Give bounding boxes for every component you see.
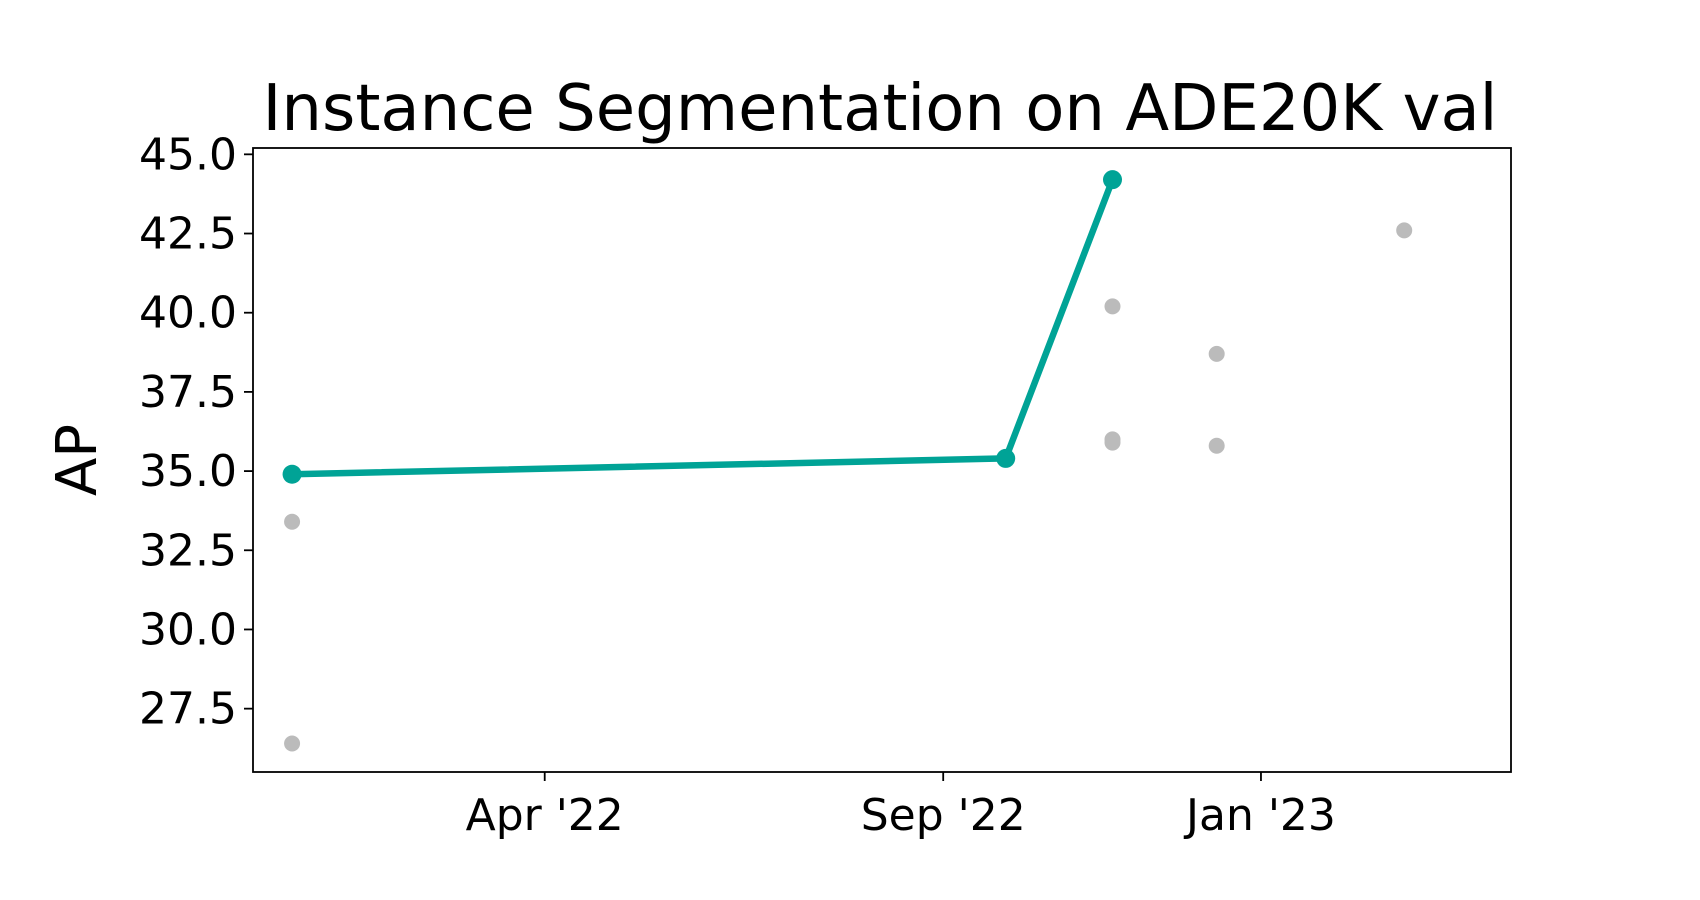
y-tick-label: 27.5	[139, 684, 237, 735]
scatter-point	[1208, 345, 1225, 362]
x-tick-label: Apr '22	[466, 790, 624, 841]
chart-title: Instance Segmentation on ADE20K val	[263, 72, 1498, 146]
x-tick-label: Jan '23	[1183, 790, 1336, 841]
y-tick-label: 30.0	[139, 604, 237, 655]
series-point	[282, 464, 302, 484]
scatter-point	[284, 735, 301, 752]
plot-frame	[252, 147, 1512, 773]
y-tick-label: 32.5	[139, 525, 237, 576]
scatter-point	[1104, 434, 1121, 451]
scatter-point	[1396, 222, 1413, 239]
series-line	[288, 176, 1116, 478]
scatter-point	[1104, 298, 1121, 315]
y-tick-label: 35.0	[139, 446, 237, 497]
scatter-point	[1208, 437, 1225, 454]
series-point	[996, 448, 1016, 468]
scatter-point	[284, 513, 301, 530]
x-tick-label: Sep '22	[861, 790, 1026, 841]
y-tick-label: 45.0	[139, 129, 237, 180]
plot-area: 27.5 30.0 32.5 35.0 37.5 40.0 42.5 45.0 Apr '22 S…	[139, 129, 1413, 841]
y-tick-label: 42.5	[139, 209, 237, 260]
y-axis-label: AP	[45, 424, 110, 496]
y-tick-label: 37.5	[139, 367, 237, 418]
series-point	[1103, 170, 1123, 190]
y-tick-label: 40.0	[139, 288, 237, 339]
